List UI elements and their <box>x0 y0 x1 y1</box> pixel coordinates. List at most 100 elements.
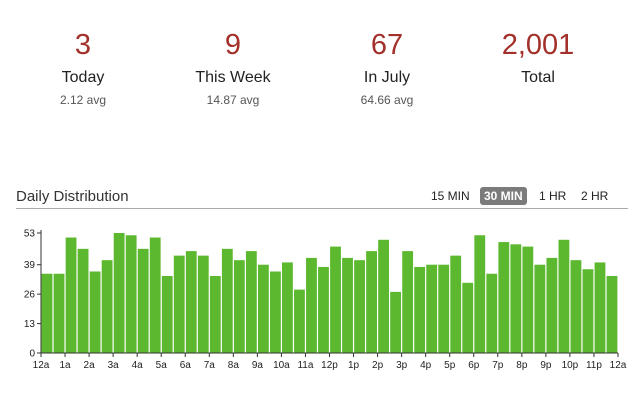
stat-value: 2,001 <box>501 29 575 61</box>
stats-summary: 3 Today 2.12 avg 9 This Week 14.87 avg 6… <box>0 0 640 120</box>
stat-avg: 14.87 avg <box>206 93 260 107</box>
stat-value: 67 <box>370 29 404 61</box>
y-tick-label: 39 <box>24 260 36 271</box>
stat-total: 2,001 Total <box>468 28 608 88</box>
bar <box>137 248 149 353</box>
bar <box>378 239 389 353</box>
x-tick-label: 11a <box>297 360 313 371</box>
stat-value: 9 <box>224 29 242 61</box>
bar <box>89 271 101 353</box>
bar <box>582 269 594 353</box>
interval-1-hr-button[interactable]: 1 HR <box>539 189 567 203</box>
x-tick-label: 12a <box>610 360 627 371</box>
bar <box>318 266 329 353</box>
bar <box>209 276 221 353</box>
section-divider <box>16 208 628 209</box>
bar <box>402 251 414 353</box>
y-tick-label: 0 <box>29 349 35 360</box>
bar <box>342 257 353 353</box>
x-tick-label: 6a <box>180 360 192 371</box>
interval-2-hr-button[interactable]: 2 HR <box>581 189 609 203</box>
x-tick-label: 9p <box>540 360 552 371</box>
bar <box>570 260 582 353</box>
x-tick-label: 2a <box>84 360 96 371</box>
x-tick-label: 1p <box>348 360 360 371</box>
bar <box>245 251 257 353</box>
bar <box>282 262 293 353</box>
x-tick-label: 4p <box>420 360 432 371</box>
bar <box>354 260 365 353</box>
x-tick-label: 12p <box>321 360 338 371</box>
bar <box>270 271 281 353</box>
x-tick-label: 8a <box>228 360 240 371</box>
x-tick-label: 10a <box>273 360 290 371</box>
stat-this-week: 9 This Week 14.87 avg <box>163 28 303 107</box>
x-tick-label: 7p <box>492 360 504 371</box>
bar <box>510 244 522 353</box>
x-tick-label: 1a <box>59 360 71 371</box>
bars <box>41 233 618 353</box>
x-tick-label: 9a <box>252 360 264 371</box>
interval-30-min-button[interactable]: 30 MIN <box>480 187 527 205</box>
distribution-chart: 0 13 26 39 53 12a 1a 2a 3a 4a 5a 6a 7a 8a 9a 10a 11a 12p… <box>24 229 627 372</box>
bar <box>330 246 341 353</box>
bar <box>185 251 197 353</box>
bar <box>113 233 125 353</box>
bar <box>233 260 245 353</box>
bar <box>306 257 317 353</box>
bar <box>450 255 462 353</box>
x-axis: 12a 1a 2a 3a 4a 5a 6a 7a 8a 9a 10a 11a 12p 1p 2p 3p 4p 5p… <box>33 352 627 371</box>
bar <box>558 239 570 353</box>
bar <box>41 273 53 353</box>
bar <box>257 264 269 353</box>
stat-label: This Week <box>195 69 271 86</box>
bar <box>173 255 185 353</box>
bar <box>101 260 113 353</box>
x-tick-label: 10p <box>562 360 579 371</box>
stat-in-july: 67 In July 64.66 avg <box>317 28 457 107</box>
bar <box>606 276 618 353</box>
bar <box>486 273 498 353</box>
stat-today: 3 Today 2.12 avg <box>13 28 153 107</box>
stat-avg: 2.12 avg <box>59 93 107 107</box>
bar <box>594 262 606 353</box>
bar <box>534 264 546 353</box>
section-title: Daily Distribution <box>16 188 129 205</box>
interval-15-min-button[interactable]: 15 MIN <box>431 189 470 203</box>
bar <box>390 291 402 353</box>
x-tick-label: 7a <box>204 360 216 371</box>
bar <box>197 255 209 353</box>
bar <box>522 246 534 353</box>
bar <box>366 251 377 353</box>
bar <box>498 242 510 353</box>
stat-avg: 64.66 avg <box>360 93 414 107</box>
bar <box>125 235 137 353</box>
bar <box>426 264 438 353</box>
bar <box>221 248 233 353</box>
x-tick-label: 8p <box>516 360 528 371</box>
bar <box>474 235 486 353</box>
x-tick-label: 2p <box>372 360 384 371</box>
x-tick-label: 5a <box>156 360 168 371</box>
x-tick-label: 5p <box>444 360 456 371</box>
x-tick-label: 3a <box>108 360 120 371</box>
x-tick-label: 3p <box>396 360 408 371</box>
bar <box>294 289 305 353</box>
bar <box>438 264 450 353</box>
stat-value: 3 <box>74 29 92 61</box>
stat-label: In July <box>363 69 411 86</box>
y-tick-label: 13 <box>24 319 36 330</box>
x-tick-label: 11p <box>586 360 602 371</box>
bar <box>149 237 161 353</box>
stat-label: Today <box>61 69 105 86</box>
y-tick-label: 53 <box>24 229 36 240</box>
bar <box>462 282 474 353</box>
x-tick-label: 12a <box>33 360 50 371</box>
bar <box>161 276 173 353</box>
x-tick-label: 4a <box>132 360 144 371</box>
bar <box>77 248 89 353</box>
y-axis: 0 13 26 39 53 <box>24 229 42 360</box>
stat-label: Total <box>521 69 555 86</box>
bar <box>65 237 77 353</box>
x-tick-label: 6p <box>468 360 480 371</box>
